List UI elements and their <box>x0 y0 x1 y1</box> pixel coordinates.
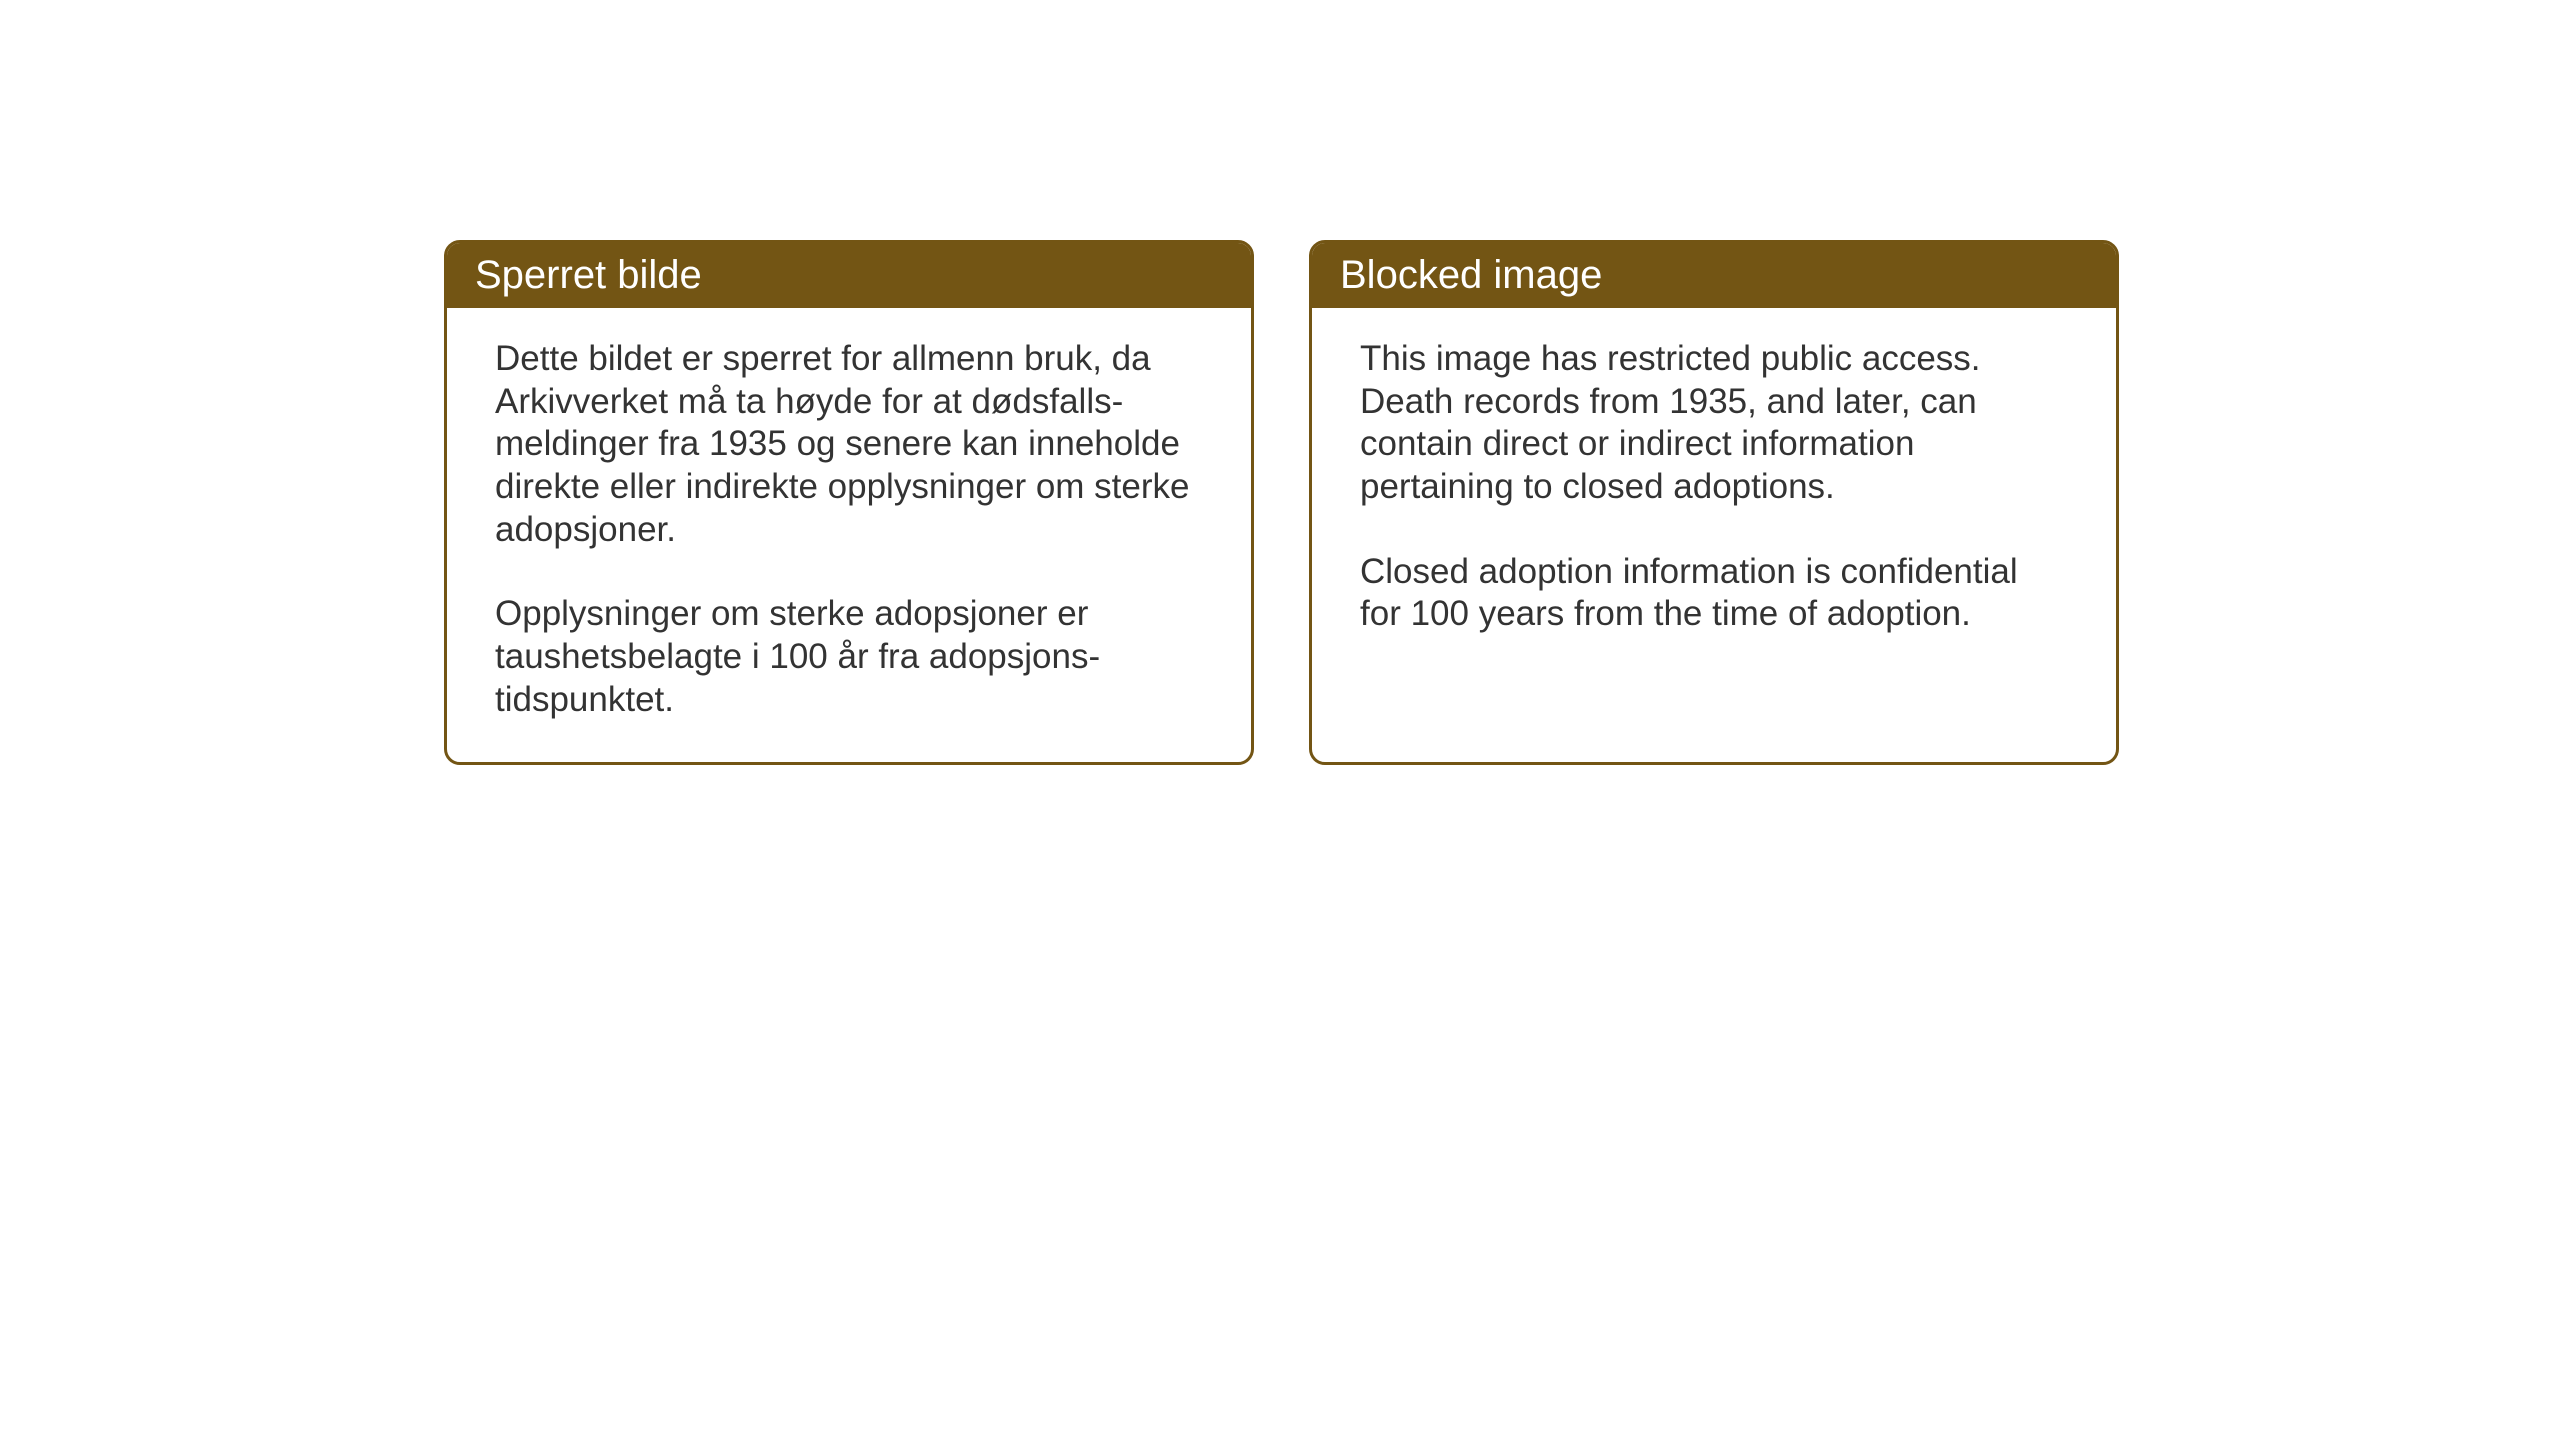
notice-paragraph-1-norwegian: Dette bildet er sperret for allmenn bruk… <box>495 338 1203 551</box>
notice-title-english: Blocked image <box>1340 253 1602 297</box>
notice-body-norwegian: Dette bildet er sperret for allmenn bruk… <box>447 308 1251 762</box>
notice-box-norwegian: Sperret bilde Dette bildet er sperret fo… <box>444 240 1254 765</box>
notice-paragraph-2-norwegian: Opplysninger om sterke adopsjoner er tau… <box>495 593 1203 721</box>
notice-paragraph-2-english: Closed adoption information is confident… <box>1360 551 2068 636</box>
notice-title-norwegian: Sperret bilde <box>475 253 702 297</box>
notice-container: Sperret bilde Dette bildet er sperret fo… <box>444 240 2119 765</box>
notice-box-english: Blocked image This image has restricted … <box>1309 240 2119 765</box>
notice-paragraph-1-english: This image has restricted public access.… <box>1360 338 2068 509</box>
notice-header-english: Blocked image <box>1312 243 2116 308</box>
notice-header-norwegian: Sperret bilde <box>447 243 1251 308</box>
notice-body-english: This image has restricted public access.… <box>1312 308 2116 738</box>
